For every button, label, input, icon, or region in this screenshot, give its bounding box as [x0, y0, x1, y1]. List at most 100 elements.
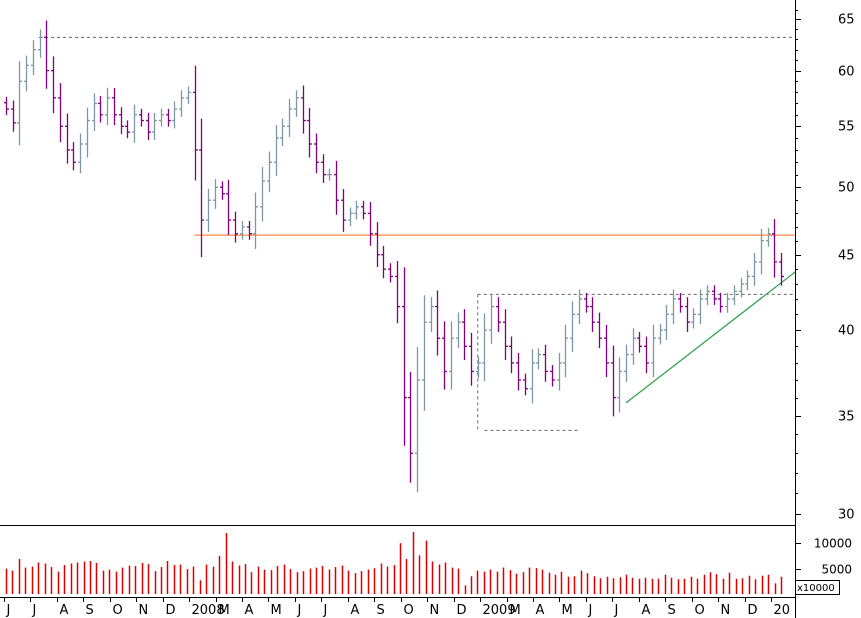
price-bar — [718, 292, 723, 313]
price-bar — [516, 352, 521, 391]
price-bar — [631, 328, 636, 365]
time-tick-label: S — [668, 603, 676, 618]
price-bar — [462, 309, 467, 361]
price-bar — [348, 207, 353, 227]
price-bar — [206, 188, 211, 232]
price-panel: 30 35 40 45 50 55 60 65 — [4, 10, 855, 523]
ascending-trendline — [625, 271, 796, 404]
price-bar — [51, 56, 56, 114]
price-bar — [739, 277, 744, 298]
price-bar — [658, 323, 663, 345]
price-bar — [402, 267, 407, 446]
price-bar — [233, 211, 238, 243]
price-bar — [685, 297, 690, 332]
price-bar — [712, 285, 717, 305]
price-bar — [44, 20, 49, 89]
time-tick-label: O — [695, 603, 705, 618]
price-bar — [314, 133, 319, 174]
price-bar — [31, 40, 36, 76]
price-bar — [85, 107, 90, 158]
price-bar — [664, 304, 669, 341]
price-bar — [469, 332, 474, 386]
price-bar — [146, 112, 151, 141]
price-bar — [301, 85, 306, 134]
time-tick-label: N — [721, 603, 731, 618]
price-bar — [408, 371, 413, 483]
price-bar — [536, 348, 541, 370]
price-bars — [4, 20, 784, 493]
price-bar — [449, 321, 454, 390]
volume-tick-label: 10000 — [814, 537, 852, 551]
price-bar — [334, 161, 339, 215]
price-bar — [590, 297, 595, 332]
price-bar — [759, 228, 764, 275]
time-tick-label: M — [271, 603, 282, 618]
time-tick-label: O — [404, 603, 414, 618]
price-bar — [395, 260, 400, 324]
price-bar — [644, 336, 649, 374]
price-bar — [543, 344, 548, 382]
price-bar — [752, 252, 757, 286]
price-tick-label: 60 — [838, 65, 855, 80]
price-bar — [179, 90, 184, 117]
price-bar — [132, 104, 137, 143]
price-tick-label: 30 — [838, 508, 855, 523]
price-bar — [159, 108, 164, 127]
price-bar — [611, 345, 616, 417]
price-bar — [550, 365, 555, 387]
volume-bars — [5, 532, 783, 594]
price-bar — [24, 55, 29, 92]
price-bar — [415, 347, 420, 493]
time-tick-label: J — [32, 603, 37, 618]
price-bar — [65, 113, 70, 164]
price-bar — [294, 90, 299, 117]
price-tick-label: 35 — [838, 410, 855, 425]
time-tick-label: S — [86, 603, 94, 618]
price-bar — [139, 108, 144, 127]
price-bar — [213, 179, 218, 209]
price-bar — [476, 356, 481, 378]
price-bar — [624, 344, 629, 382]
time-tick-label: A — [536, 603, 545, 618]
price-bar — [766, 227, 771, 247]
price-bar — [92, 93, 97, 132]
price-bar — [119, 107, 124, 135]
price-axis: 30 35 40 45 50 55 60 65 — [795, 10, 855, 523]
price-bar — [651, 324, 656, 378]
volume-multiplier-label: x10000 — [797, 583, 835, 594]
price-bar — [772, 219, 777, 278]
time-tick-label: M — [219, 603, 230, 618]
price-bar — [341, 189, 346, 232]
price-bar — [361, 200, 366, 220]
time-tick-label: N — [139, 603, 149, 618]
time-tick-label: S — [377, 603, 385, 618]
price-bar — [442, 321, 447, 390]
time-tick-label: M — [562, 603, 573, 618]
price-bar — [678, 292, 683, 313]
price-bar — [172, 101, 177, 129]
price-bar — [691, 308, 696, 329]
price-bar — [563, 324, 568, 378]
price-bar — [482, 313, 487, 382]
price-bar — [152, 112, 157, 141]
price-bar — [368, 202, 373, 246]
price-bar — [381, 245, 386, 279]
price-bar — [327, 168, 332, 181]
price-bar — [274, 124, 279, 177]
price-bar — [240, 220, 245, 240]
time-tick-label: A — [642, 603, 651, 618]
price-tick-label: 65 — [838, 13, 855, 28]
price-bar — [604, 324, 609, 378]
volume-axis: 5000 10000 x10000 — [795, 537, 852, 595]
time-tick-label: M — [510, 603, 521, 618]
price-bar — [260, 167, 265, 222]
price-bar — [17, 61, 22, 146]
price-bar — [503, 309, 508, 361]
price-bar — [597, 312, 602, 349]
time-tick-label: 20 — [774, 603, 791, 618]
price-bar — [78, 133, 83, 174]
price-bar — [705, 285, 710, 306]
price-tick-label: 45 — [838, 249, 855, 264]
